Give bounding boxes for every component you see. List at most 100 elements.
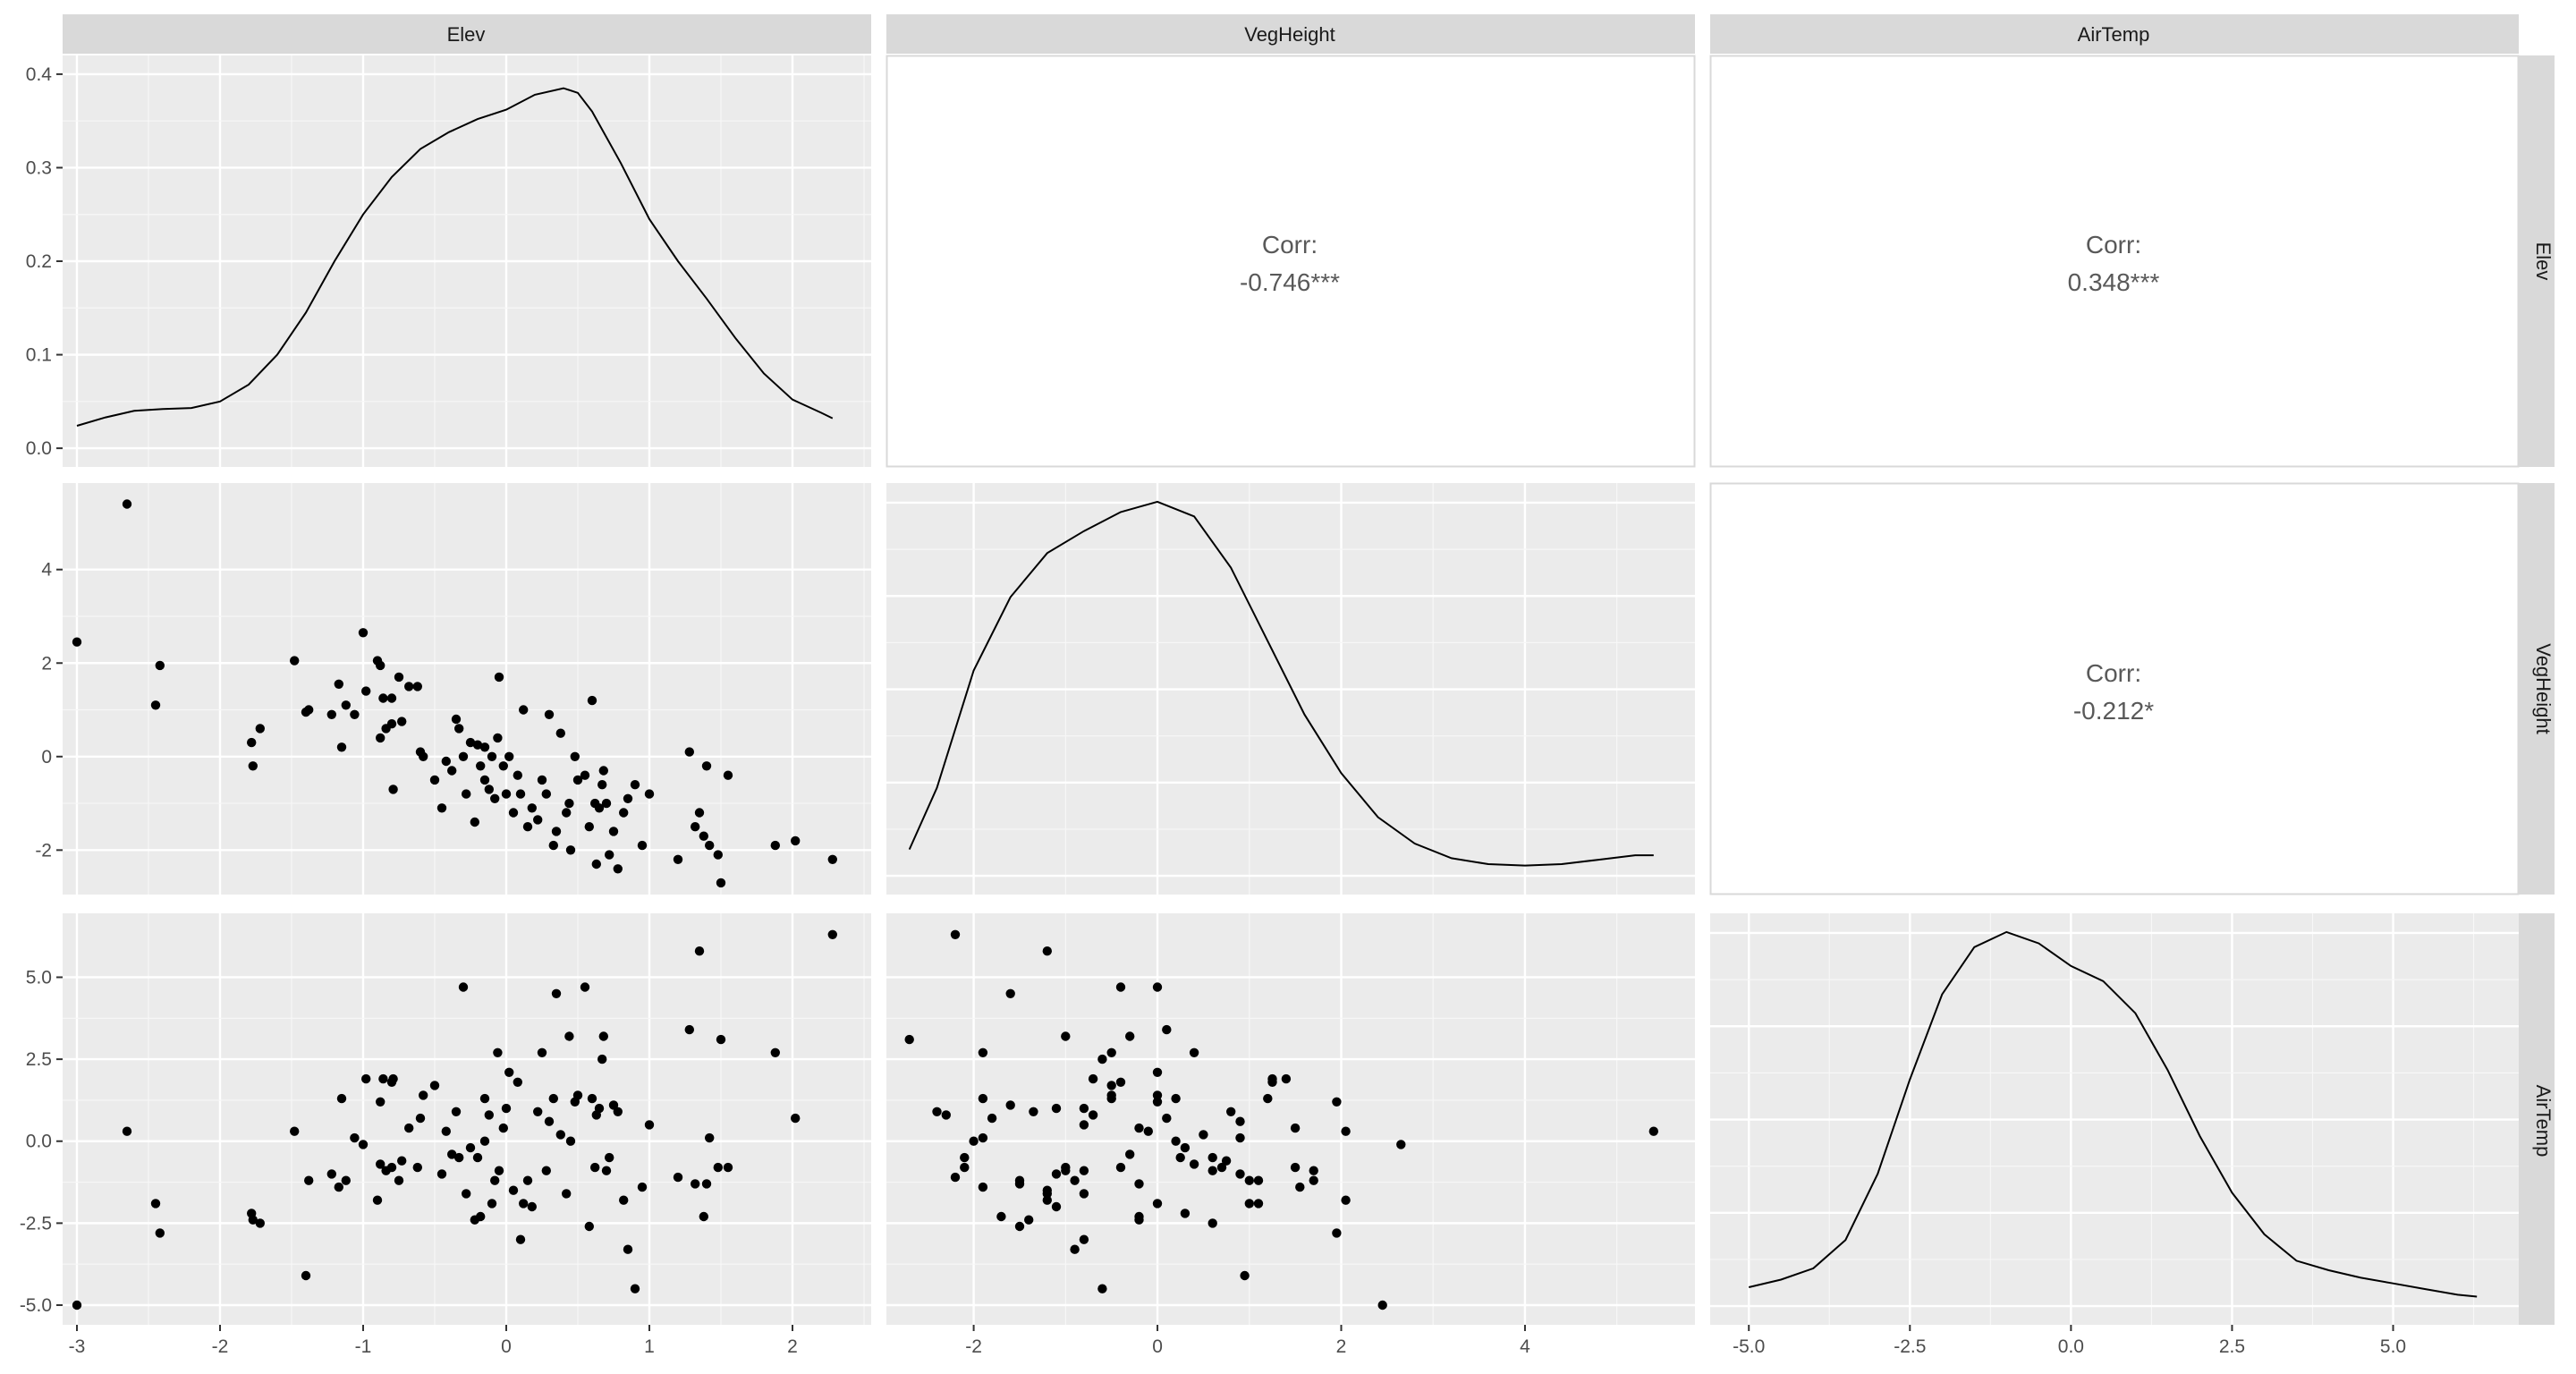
- point-airtemp-vegheight: [904, 1034, 914, 1045]
- point-airtemp-elev: [372, 1195, 383, 1205]
- point-airtemp-elev: [441, 1126, 451, 1136]
- point-airtemp-vegheight: [1235, 1132, 1245, 1143]
- point-vegheight-elev: [487, 751, 497, 761]
- point-vegheight-elev: [694, 808, 705, 818]
- point-vegheight-elev: [562, 808, 572, 818]
- y-tick-label-airtemp: -5.0: [20, 1295, 52, 1316]
- point-vegheight-elev: [248, 761, 258, 771]
- point-airtemp-elev: [494, 1166, 504, 1175]
- point-airtemp-vegheight: [978, 1047, 988, 1058]
- point-airtemp-vegheight: [1240, 1270, 1250, 1281]
- point-airtemp-vegheight: [1199, 1130, 1208, 1140]
- point-airtemp-elev: [537, 1047, 547, 1058]
- point-airtemp-vegheight: [1290, 1123, 1301, 1133]
- strip-layer: Elev VegHeight AirTemp Elev VegHeight Ai…: [63, 14, 2555, 1325]
- point-airtemp-elev: [341, 1175, 351, 1185]
- point-airtemp-elev: [548, 1093, 558, 1104]
- point-vegheight-elev: [584, 822, 594, 832]
- point-airtemp-elev: [613, 1107, 623, 1117]
- point-airtemp-elev: [490, 1175, 500, 1185]
- point-airtemp-vegheight: [969, 1136, 979, 1146]
- point-vegheight-elev: [122, 499, 132, 509]
- point-vegheight-elev: [713, 850, 723, 860]
- point-vegheight-elev: [479, 742, 490, 752]
- point-airtemp-vegheight: [1180, 1142, 1191, 1153]
- point-airtemp-vegheight: [1042, 1189, 1053, 1199]
- strip-right-airtemp: AirTemp: [2532, 1085, 2555, 1158]
- point-airtemp-vegheight: [1115, 982, 1126, 992]
- point-airtemp-vegheight: [1152, 1097, 1163, 1107]
- x-tick-label-elev: 0: [501, 1336, 512, 1357]
- point-airtemp-vegheight: [1024, 1215, 1034, 1225]
- point-vegheight-elev: [498, 761, 508, 771]
- point-airtemp-vegheight: [1079, 1120, 1089, 1130]
- point-airtemp-vegheight: [1208, 1218, 1217, 1228]
- point-airtemp-vegheight: [1061, 1031, 1071, 1041]
- density-line-airtemp: [1748, 930, 2478, 1298]
- point-airtemp-vegheight: [1332, 1228, 1342, 1238]
- point-airtemp-elev: [562, 1189, 572, 1199]
- strip-right-vegheight: VegHeight: [2532, 643, 2555, 734]
- point-airtemp-vegheight: [1290, 1162, 1301, 1173]
- point-airtemp-vegheight: [932, 1107, 942, 1117]
- panel-airtemp-vegheight: [886, 913, 1695, 1325]
- point-airtemp-elev: [555, 1130, 565, 1140]
- point-airtemp-elev: [565, 1136, 576, 1146]
- point-vegheight-elev: [701, 761, 712, 771]
- point-vegheight-elev: [341, 700, 351, 710]
- point-airtemp-elev: [619, 1195, 629, 1205]
- density-line-vegheight: [908, 500, 1654, 867]
- point-airtemp-elev: [673, 1172, 683, 1183]
- y-tick-label-elev: 0.0: [26, 438, 52, 459]
- point-vegheight-elev: [637, 840, 648, 851]
- point-airtemp-vegheight: [1079, 1103, 1089, 1114]
- point-vegheight-elev: [429, 775, 440, 785]
- point-vegheight-elev: [580, 770, 590, 780]
- point-airtemp-vegheight: [1208, 1152, 1217, 1163]
- point-airtemp-elev: [472, 1152, 483, 1163]
- point-airtemp-elev: [350, 1132, 360, 1143]
- point-vegheight-elev: [326, 709, 336, 719]
- point-airtemp-vegheight: [1341, 1195, 1351, 1205]
- point-airtemp-elev: [522, 1175, 533, 1185]
- point-airtemp-elev: [361, 1073, 371, 1084]
- point-airtemp-vegheight: [941, 1110, 952, 1120]
- point-vegheight-elev: [644, 789, 655, 799]
- point-airtemp-elev: [630, 1284, 640, 1293]
- panel-vegheight-elev: [63, 483, 871, 895]
- point-vegheight-elev: [501, 789, 512, 799]
- point-airtemp-vegheight: [1295, 1182, 1305, 1192]
- point-airtemp-elev: [580, 982, 590, 992]
- point-vegheight-elev: [358, 628, 369, 638]
- point-vegheight-elev: [551, 827, 562, 836]
- point-vegheight-elev: [388, 785, 398, 794]
- point-vegheight-elev: [476, 761, 486, 771]
- point-airtemp-elev: [590, 1162, 600, 1173]
- point-airtemp-vegheight: [1180, 1209, 1191, 1218]
- point-airtemp-vegheight: [1079, 1166, 1089, 1175]
- y-tick-label-vegheight: 0: [41, 747, 52, 768]
- point-vegheight-elev: [504, 751, 514, 761]
- point-airtemp-vegheight: [1088, 1110, 1098, 1120]
- x-tick-label-airtemp: 0.0: [2058, 1336, 2084, 1357]
- point-vegheight-elev: [541, 789, 551, 799]
- point-vegheight-elev: [716, 878, 726, 888]
- point-airtemp-elev: [501, 1103, 512, 1114]
- point-vegheight-elev: [404, 682, 414, 691]
- x-tick-label-elev: 2: [787, 1336, 798, 1357]
- point-airtemp-elev: [255, 1218, 265, 1228]
- corr-label-vegheight-airtemp: Corr:: [2086, 659, 2141, 687]
- point-vegheight-elev: [454, 724, 464, 734]
- point-airtemp-vegheight: [1226, 1107, 1236, 1117]
- point-airtemp-elev: [404, 1123, 414, 1133]
- point-airtemp-elev: [248, 1215, 258, 1225]
- point-airtemp-elev: [334, 1182, 343, 1192]
- point-airtemp-vegheight: [1332, 1097, 1342, 1107]
- point-airtemp-elev: [691, 1179, 700, 1189]
- y-tick-label-vegheight: 4: [41, 560, 52, 581]
- point-vegheight-elev: [791, 835, 801, 846]
- point-airtemp-elev: [487, 1199, 497, 1209]
- point-airtemp-elev: [519, 1199, 529, 1209]
- x-tick-label-vegheight: 0: [1152, 1336, 1163, 1357]
- point-airtemp-elev: [713, 1162, 723, 1173]
